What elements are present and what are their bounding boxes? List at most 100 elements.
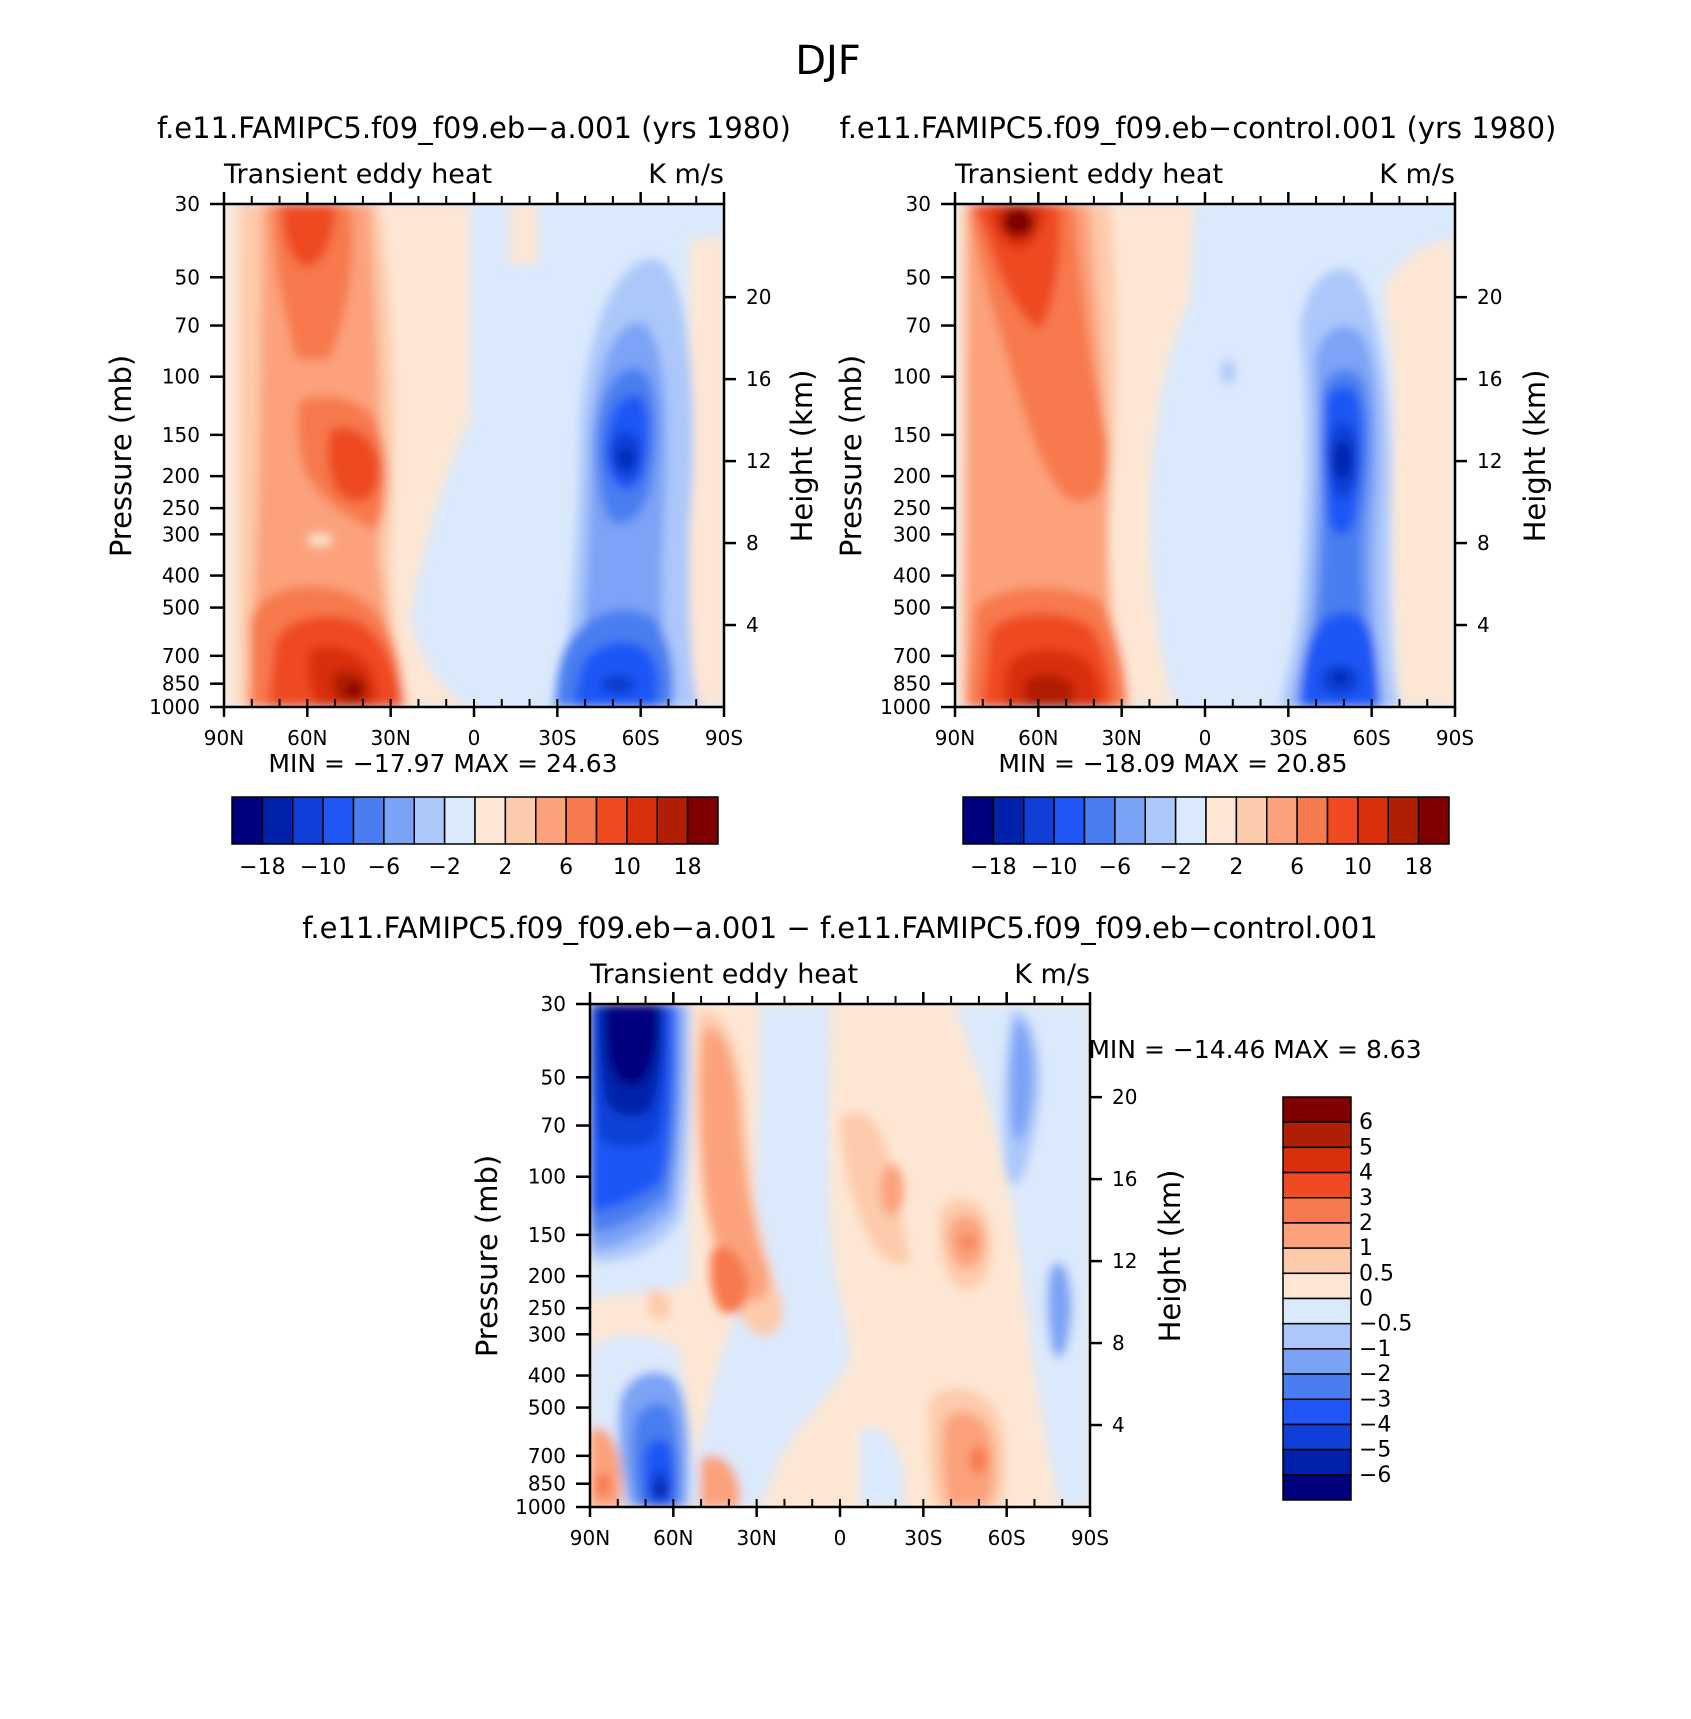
panel-b-ylabel-left: Pressure (mb)	[834, 355, 868, 557]
colorbar-box	[1282, 1398, 1352, 1426]
p-tick-label: 850	[528, 1472, 566, 1496]
panel-b-right-string: K m/s	[1379, 159, 1455, 190]
panel-a-minmax: MIN = −17.97 MAX = 24.63	[268, 749, 617, 778]
p-tick-label: 1000	[515, 1495, 566, 1519]
colorbar-label: −6	[1359, 1463, 1391, 1488]
p-tick-label: 200	[528, 1264, 566, 1288]
x-tick-label: 90N	[204, 726, 244, 750]
panel-a-contour-field	[224, 204, 724, 707]
colorbar-box	[595, 796, 628, 845]
colorbar-box	[1144, 796, 1177, 845]
colorbar-box	[1114, 796, 1146, 845]
p-tick-label: 400	[528, 1364, 566, 1388]
p-tick-label: 100	[162, 365, 200, 389]
colorbar-box	[1282, 1474, 1352, 1501]
panel-a-left-string: Transient eddy heat	[223, 159, 492, 190]
colorbar-label: 6	[1359, 1110, 1373, 1135]
p-tick-label: 850	[893, 672, 931, 696]
panel-a-ylabel-left: Pressure (mb)	[104, 355, 138, 557]
colorbar-box	[292, 796, 324, 845]
colorbar-label: −2	[1159, 855, 1191, 880]
colorbar-box	[1357, 796, 1389, 845]
h-tick-label: 20	[1112, 1085, 1137, 1109]
h-tick-label: 8	[1112, 1331, 1125, 1355]
p-tick-label: 500	[528, 1396, 566, 1420]
h-tick-label: 8	[1477, 531, 1490, 555]
x-tick-label: 60N	[287, 726, 327, 750]
colorbar-box	[383, 796, 415, 845]
colorbar-box	[1326, 796, 1359, 845]
h-tick-label: 4	[746, 613, 759, 637]
colorbar-box	[1282, 1272, 1352, 1300]
p-tick-label: 1000	[149, 695, 200, 719]
colorbar-label: 6	[559, 855, 573, 880]
x-tick-label: 90N	[570, 1526, 610, 1550]
colorbar-label: −18	[239, 855, 285, 880]
x-tick-label: 60N	[1018, 726, 1058, 750]
colorbar-label: 3	[1359, 1186, 1373, 1211]
p-tick-label: 30	[175, 192, 200, 216]
colorbar-box	[962, 796, 995, 845]
x-tick-label: 90S	[1071, 1526, 1109, 1550]
h-tick-label: 16	[1477, 367, 1502, 391]
colorbar-label: 2	[1359, 1211, 1373, 1236]
colorbar-label: 18	[674, 855, 702, 880]
h-tick-label: 4	[1112, 1413, 1125, 1437]
p-tick-label: 500	[162, 596, 200, 620]
colorbar-box	[1387, 796, 1420, 845]
x-tick-label: 30N	[736, 1526, 776, 1550]
panel-c-ylabel-left: Pressure (mb)	[470, 1155, 504, 1357]
colorbar-box	[1205, 796, 1238, 845]
p-tick-label: 700	[528, 1444, 566, 1468]
colorbar-box	[352, 796, 385, 845]
x-tick-label: 30S	[1269, 726, 1307, 750]
panel-b-contour-field	[955, 204, 1455, 707]
colorbar-box	[1235, 796, 1268, 845]
colorbar-box	[1282, 1348, 1352, 1375]
colorbar-box	[1174, 796, 1207, 845]
panel-a-right-string: K m/s	[648, 159, 724, 190]
x-tick-label: 30N	[370, 726, 410, 750]
p-tick-label: 100	[528, 1165, 566, 1189]
p-tick-label: 700	[162, 644, 200, 668]
colorbar-label: −5	[1359, 1438, 1391, 1463]
p-tick-label: 300	[162, 522, 200, 546]
colorbar-label: 5	[1359, 1135, 1373, 1160]
h-tick-label: 12	[1477, 449, 1502, 473]
colorbar-label: −0.5	[1359, 1312, 1412, 1337]
p-tick-label: 200	[162, 464, 200, 488]
panel-c-axes: 90N 60N 30N 0 30S 60S 90S 30 50 70 100 150 200 250300…	[515, 992, 1137, 1550]
x-tick-label: 60S	[622, 726, 660, 750]
h-tick-label: 16	[1112, 1167, 1137, 1191]
colorbar-label: 1	[1359, 1236, 1373, 1261]
p-tick-label: 70	[175, 314, 200, 338]
p-tick-label: 100	[893, 365, 931, 389]
colorbar-label: 2	[1229, 855, 1243, 880]
h-tick-label: 20	[1477, 285, 1502, 309]
colorbar-box	[322, 796, 355, 845]
colorbar-box	[992, 796, 1025, 845]
colorbar-label: 10	[613, 855, 641, 880]
x-tick-label: 0	[468, 726, 481, 750]
p-tick-label: 500	[893, 596, 931, 620]
colorbar-box	[565, 796, 598, 845]
colorbar-box	[1282, 1121, 1352, 1149]
p-tick-label: 250	[528, 1296, 566, 1320]
panel-b-title: f.e11.FAMIPC5.f09_f09.eb−control.001 (yr…	[840, 111, 1557, 145]
colorbar-box	[1282, 1448, 1352, 1476]
panel-a: f.e11.FAMIPC5.f09_f09.eb−a.001 (yrs 1980…	[104, 111, 819, 880]
colorbar-box	[1083, 796, 1116, 845]
panel-c-title: f.e11.FAMIPC5.f09_f09.eb−a.001 − f.e11.F…	[302, 911, 1377, 945]
h-tick-label: 16	[746, 367, 771, 391]
colorbar-box	[261, 796, 294, 845]
panel-c-right-string: K m/s	[1014, 959, 1090, 990]
p-tick-label: 150	[528, 1223, 566, 1247]
p-tick-label: 70	[906, 314, 931, 338]
colorbar-box	[1282, 1373, 1352, 1400]
panel-a-colorbar: −18 −10 −6 −2 2 6 10 18	[231, 796, 719, 880]
figure-title: DJF	[795, 38, 861, 84]
panel-b-colorbar: −18 −10 −6 −2 2 6 10 18	[962, 796, 1450, 880]
colorbar-label: −2	[428, 855, 460, 880]
panel-c-contour-field	[590, 1004, 1090, 1507]
